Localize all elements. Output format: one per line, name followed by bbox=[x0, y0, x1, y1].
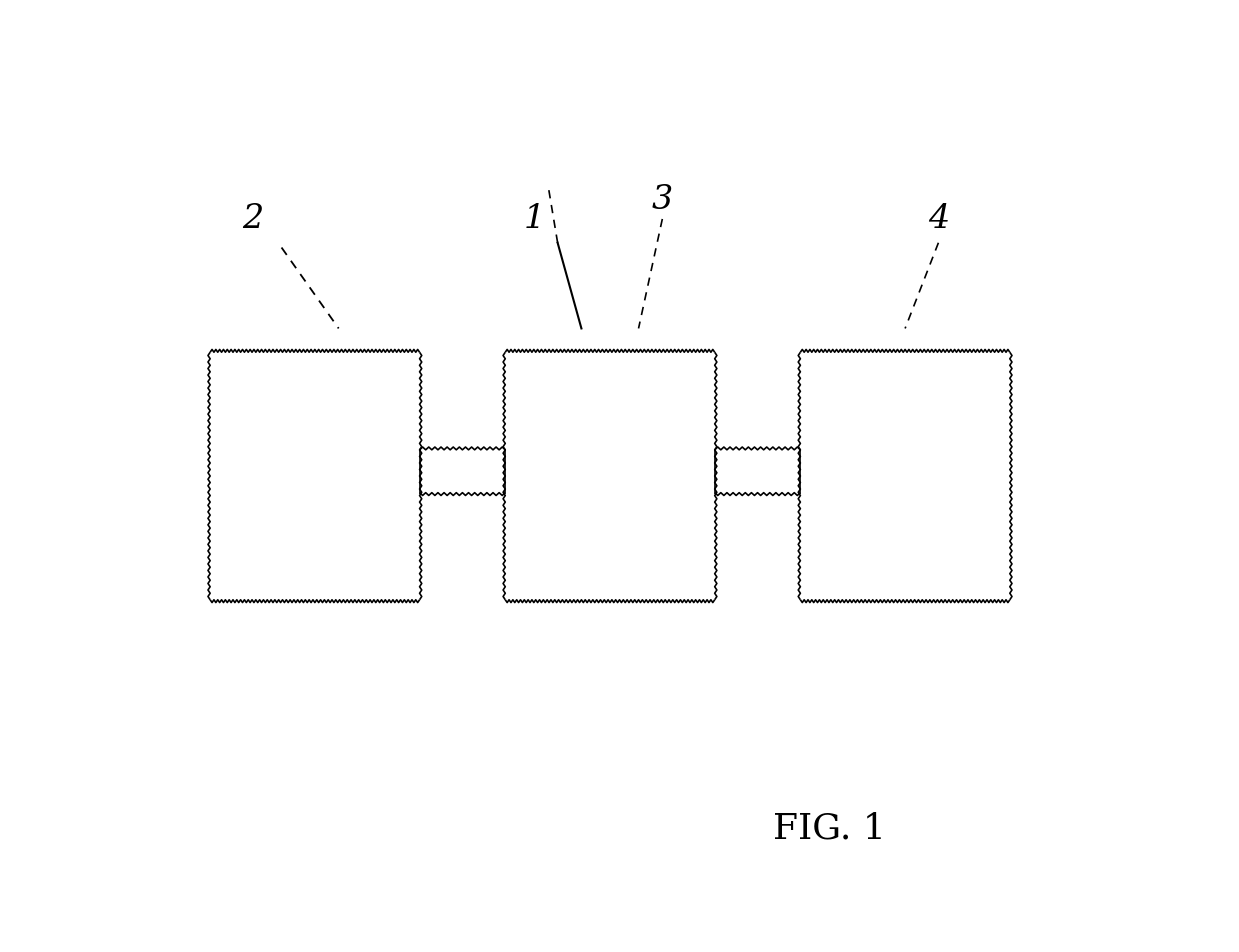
Text: 1: 1 bbox=[523, 203, 544, 235]
Text: 2: 2 bbox=[243, 203, 264, 235]
Text: 4: 4 bbox=[928, 203, 949, 235]
Text: 3: 3 bbox=[652, 184, 673, 216]
Text: FIG. 1: FIG. 1 bbox=[772, 811, 886, 845]
